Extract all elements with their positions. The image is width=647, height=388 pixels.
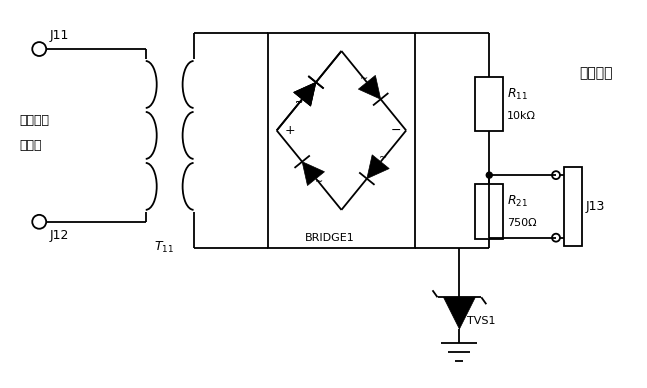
Text: ~: ~ — [379, 153, 388, 163]
Bar — [269, 33, 415, 248]
Text: 750Ω: 750Ω — [507, 218, 537, 228]
Polygon shape — [294, 82, 316, 106]
Bar — [476, 77, 503, 132]
Polygon shape — [358, 75, 380, 99]
Text: ~: ~ — [360, 74, 368, 84]
Bar — [476, 184, 503, 239]
Polygon shape — [302, 162, 324, 185]
Text: −: − — [390, 124, 400, 137]
Text: $R_{11}$: $R_{11}$ — [507, 87, 528, 102]
Text: ~: ~ — [295, 98, 303, 107]
Text: +: + — [285, 124, 295, 137]
Text: 交流电压: 交流电压 — [19, 114, 49, 127]
Text: J13: J13 — [586, 200, 605, 213]
Polygon shape — [367, 155, 389, 178]
Circle shape — [487, 172, 492, 178]
Text: J12: J12 — [49, 229, 69, 242]
Text: ~: ~ — [314, 177, 323, 187]
Text: $R_{21}$: $R_{21}$ — [507, 194, 528, 209]
Text: J11: J11 — [49, 29, 69, 42]
Text: 测量点: 测量点 — [19, 139, 42, 152]
Bar — [564, 167, 582, 246]
Text: ~: ~ — [295, 98, 303, 107]
Polygon shape — [443, 297, 476, 329]
Text: TVS1: TVS1 — [467, 316, 496, 326]
Text: BRIDGE1: BRIDGE1 — [305, 233, 355, 242]
Text: $T_{11}$: $T_{11}$ — [154, 240, 173, 255]
Text: 模拟输出: 模拟输出 — [579, 66, 613, 80]
Polygon shape — [294, 82, 316, 106]
Text: 10kΩ: 10kΩ — [507, 111, 536, 121]
